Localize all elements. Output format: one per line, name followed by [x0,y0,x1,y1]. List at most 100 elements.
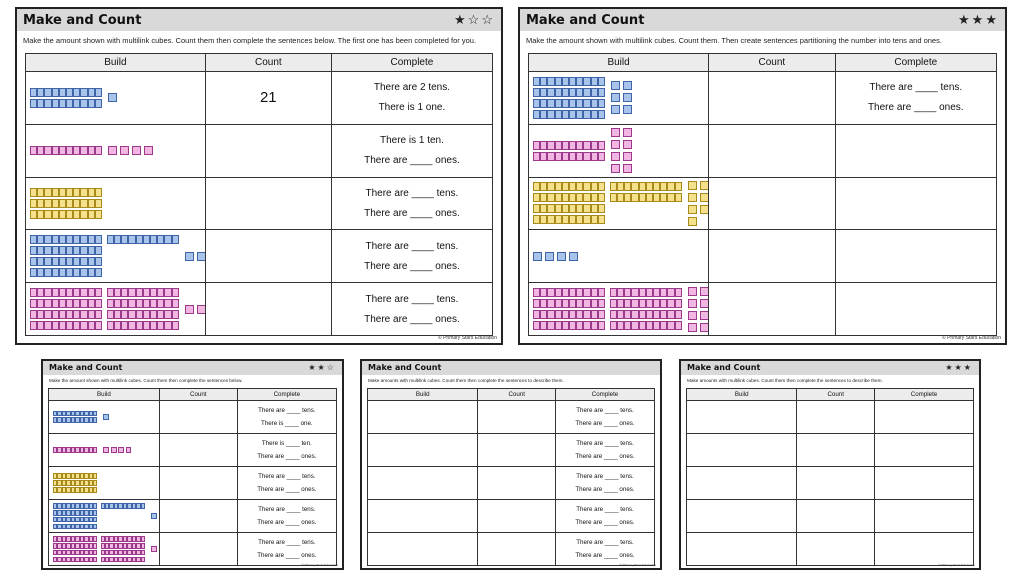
copyright-text: © Primary Stars Education [938,562,976,567]
multilink-cubes [52,501,160,532]
ten-rod [52,480,98,486]
one-cube [622,93,632,103]
one-cube [622,81,632,91]
header-complete: Complete [873,388,975,401]
table-row: There are ____ tens. There is ____ one. [47,399,338,434]
ten-rod [52,447,98,453]
one-cube [699,180,708,190]
instruction-text: Make the amount shown with multilink cub… [526,36,942,45]
header-build: Build [685,388,798,401]
multilink-cubes [30,231,205,282]
sentence: There are ____ ones. [364,155,460,167]
table-row: There are ____ tens. There are ____ ones. [366,465,656,501]
one-cubes [184,304,205,314]
sentence: There are ____ tens. [365,240,459,252]
count-cell [158,399,238,434]
one-cube [610,81,620,91]
count-cell [158,465,238,501]
worksheet-3: Make and Count ★★☆ Make the amount shown w… [41,359,344,570]
count-cell [204,176,332,231]
build-cell [47,432,160,467]
complete-cell: There are ____ tens. There are ____ ones. [554,465,656,501]
ten-rod [609,288,682,298]
header-row: Build Count Complete [25,53,494,72]
sentence: There are ____ tens. [576,506,634,514]
sentence: There are 2 tens. [373,82,450,94]
one-cubes [103,414,133,420]
table-row [685,532,975,567]
count-cell [158,532,238,567]
tens-rods [30,235,179,278]
complete-cell: There are ____ tens. There are ____ ones. [554,499,656,534]
table-row: There is ____ ten. There are ____ ones. [47,432,338,467]
build-cell [25,176,206,231]
complete-cell [873,399,975,434]
build-cell [685,465,798,501]
ten-rod [533,215,605,225]
header-row: Build Count Complete [47,388,338,401]
one-cube [699,286,708,296]
title-bar: Make and Count ★★★ [520,9,1005,31]
one-cube [159,513,160,519]
table-row: There are ____ tens. There are ____ ones. [366,499,656,534]
tens-rods [52,536,146,563]
table-row [685,499,975,534]
one-cubes [687,286,708,332]
complete-cell: There are 2 tens. There is 1 one. [330,71,494,125]
one-cube [159,546,160,552]
table-row [527,229,998,284]
ten-rod [609,182,682,192]
table-row: There are ____ tens. There are ____ ones. [25,176,494,231]
ten-rod [30,98,102,108]
header-build: Build [366,388,479,401]
copyright-text: © Primary Stars Education [301,562,339,567]
tens-rods [30,288,179,331]
one-cube [107,93,117,103]
worksheet-table: Build Count Complete [685,388,975,567]
build-cell [527,123,710,178]
multilink-cubes [30,125,156,176]
tens-rods [52,447,98,453]
one-cubes [184,251,205,261]
build-cell [47,499,160,534]
sentence: There are ____ ones. [257,485,317,493]
count-cell [204,282,332,336]
one-cube [622,140,632,150]
title-bar: Make and Count ★★★ [681,361,979,375]
one-cubes [533,251,581,261]
sentence: There are ____ tens. [258,539,316,547]
sentence: There is 1 ten. [379,135,444,147]
count-cell [477,465,556,501]
worksheet-4: Make and Count Make amounts with multilin… [360,359,662,570]
ten-rod [30,268,102,278]
sentence: There are ____ tens. [365,293,459,305]
complete-cell [873,532,975,567]
ten-rod [609,193,682,203]
instruction-text: Make amounts with multilink cubes. Count… [687,377,883,383]
one-cube [687,180,697,190]
one-cube [610,93,620,103]
sentence: There are ____ tens. [576,473,634,481]
one-cube [118,447,124,453]
ten-rod [52,487,98,493]
ten-rod [30,288,102,298]
multilink-cubes [52,401,133,432]
table-row: There is 1 ten. There are ____ ones. [25,123,494,178]
ten-rod [106,235,179,245]
build-cell [527,176,710,231]
count-cell [796,399,875,434]
worksheet-5: Make and Count ★★★ Make amounts with multi… [679,359,981,570]
complete-cell: There is 1 ten. There are ____ ones. [330,123,494,178]
instruction-text: Make the amount shown with multilink cub… [23,36,477,45]
build-cell [47,465,160,501]
ten-rod [533,299,605,309]
one-cube [610,128,620,138]
ten-rod [52,417,98,424]
ten-rod [30,299,102,309]
ten-rod [30,87,102,97]
complete-cell: There are ____ tens. There are ____ ones. [330,229,494,284]
sentence: There are ____ tens. [576,539,634,547]
sentence: There are ____ ones. [364,313,460,325]
table-row [685,432,975,467]
build-cell [685,399,798,434]
